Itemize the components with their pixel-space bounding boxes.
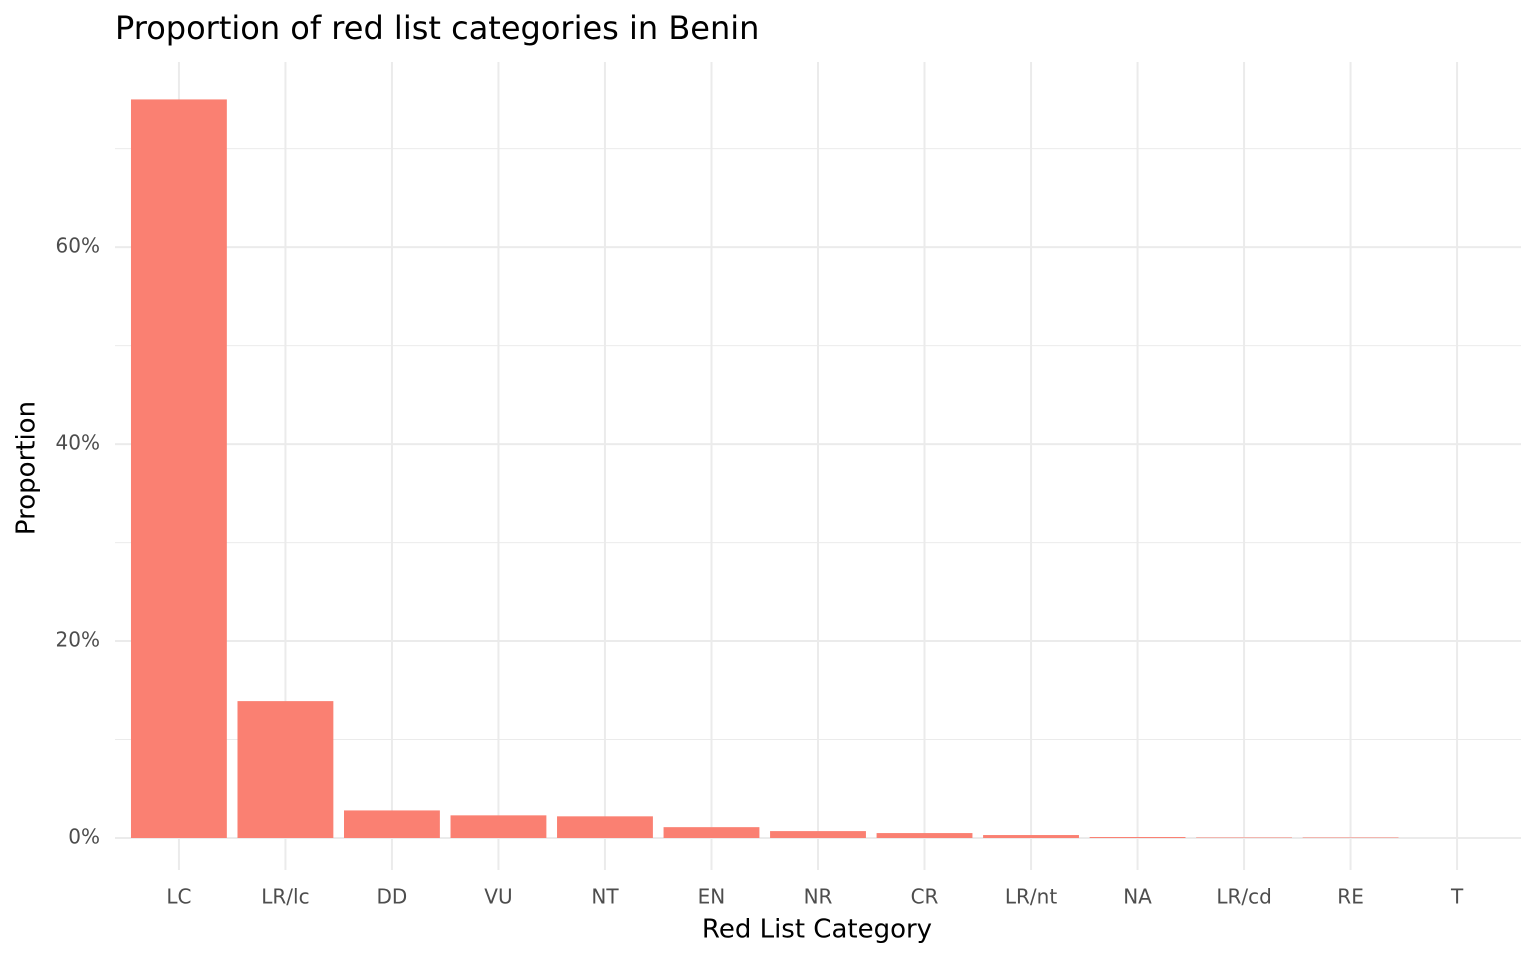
x-tick-label: LR/cd — [1216, 885, 1271, 909]
x-tick-label: LR/nt — [1005, 885, 1057, 909]
bar — [663, 827, 760, 838]
y-axis-title: Proportion — [12, 401, 42, 535]
x-tick-label: VU — [484, 885, 512, 909]
x-tick-label: DD — [377, 885, 408, 909]
x-axis-title: Red List Category — [702, 915, 932, 945]
y-tick-label: 20% — [56, 628, 100, 652]
bar — [237, 701, 334, 838]
bar — [1089, 837, 1186, 838]
y-tick-label: 40% — [56, 431, 100, 455]
x-tick-label: CR — [911, 885, 939, 909]
x-tick-label: LR/lc — [261, 885, 309, 909]
x-tick-label: NT — [591, 885, 619, 909]
bar — [557, 816, 653, 838]
bar — [450, 815, 547, 838]
chart-title: Proportion of red list categories in Ben… — [115, 9, 759, 47]
x-tick-label: T — [1450, 885, 1464, 909]
bar — [876, 833, 973, 838]
y-tick-label: 0% — [68, 824, 100, 848]
bar — [130, 99, 227, 838]
x-tick-label: LC — [166, 885, 191, 909]
bar — [983, 835, 1079, 838]
x-tick-label: RE — [1337, 885, 1364, 909]
x-tick-label: EN — [698, 885, 726, 909]
x-tick-label: NR — [804, 885, 833, 909]
y-tick-label: 60% — [56, 234, 100, 258]
bar — [770, 831, 866, 838]
bar — [344, 810, 440, 838]
x-tick-label: NA — [1123, 885, 1152, 909]
marks — [130, 99, 1399, 838]
